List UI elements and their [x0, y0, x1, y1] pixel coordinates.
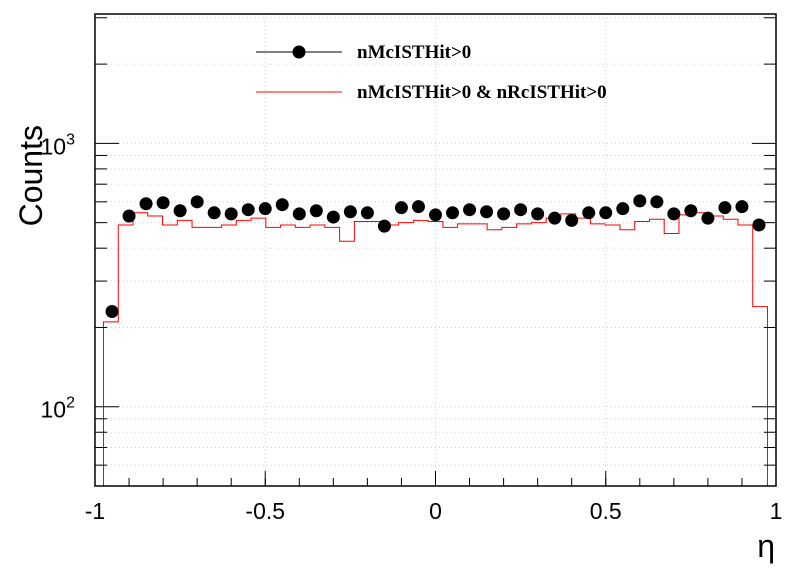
data-point-mc: [360, 206, 374, 220]
data-point-mc: [752, 218, 766, 232]
data-point-mc: [735, 200, 749, 214]
data-point-mc: [616, 202, 630, 216]
data-point-mc: [258, 202, 272, 216]
data-point-mc: [514, 203, 528, 217]
data-point-mc: [139, 197, 153, 211]
data-point-mc: [377, 219, 391, 233]
data-point-mc: [224, 207, 238, 221]
series-mc-hit-markers: [105, 194, 766, 318]
data-point-mc: [633, 194, 647, 208]
data-point-mc: [394, 201, 408, 215]
data-point-mc: [309, 204, 323, 218]
data-point-mc: [173, 204, 187, 218]
data-point-mc: [411, 200, 425, 214]
data-point-mc: [667, 207, 681, 221]
data-point-mc: [190, 195, 204, 209]
data-point-mc: [207, 206, 221, 220]
data-point-mc: [497, 207, 511, 221]
axis-ticks: [94, 17, 777, 487]
legend: nMcISTHit>0 nMcISTHit>0 & nRcISTHit>0: [256, 42, 607, 103]
x-tick-label: -0.5: [245, 498, 285, 524]
data-point-mc: [122, 209, 136, 223]
data-point-mc: [531, 207, 545, 221]
grid: [94, 14, 777, 487]
axis-tick-labels: -1 -0.5 0 0.5 1 102 103: [41, 131, 783, 524]
y-axis-title: Counts: [13, 125, 49, 226]
data-point-mc: [701, 211, 715, 225]
series-reco-hit-histogram: [103, 212, 768, 486]
x-tick-label: 0: [429, 498, 442, 524]
data-point-mc: [582, 206, 596, 220]
y-tick-label: 102: [41, 395, 76, 423]
data-point-mc: [718, 201, 732, 215]
data-point-mc: [565, 213, 579, 227]
x-tick-label: 0.5: [590, 498, 622, 524]
x-axis-title: η: [757, 528, 775, 564]
data-point-mc: [684, 204, 698, 218]
data-point-mc: [275, 198, 289, 212]
data-point-mc: [480, 205, 494, 219]
data-point-mc: [446, 206, 460, 220]
x-tick-label: 1: [770, 498, 783, 524]
legend-marker-mc: [292, 45, 306, 59]
data-point-mc: [463, 203, 477, 217]
legend-label-reco: nMcISTHit>0 & nRcISTHit>0: [357, 82, 607, 103]
data-point-mc: [241, 203, 255, 217]
data-point-mc: [599, 206, 613, 220]
data-point-mc: [343, 205, 357, 219]
data-point-mc: [326, 210, 340, 224]
x-tick-label: -1: [85, 498, 105, 524]
data-point-mc: [156, 196, 170, 210]
data-point-mc: [292, 207, 306, 221]
data-point-mc: [429, 208, 442, 222]
data-point-mc: [650, 195, 664, 209]
y-tick-label: 103: [41, 131, 76, 159]
data-point-mc: [548, 211, 562, 225]
data-point-mc: [105, 304, 119, 318]
series-reco-hit-step-line: [103, 212, 768, 486]
legend-label-mc: nMcISTHit>0: [357, 42, 471, 63]
